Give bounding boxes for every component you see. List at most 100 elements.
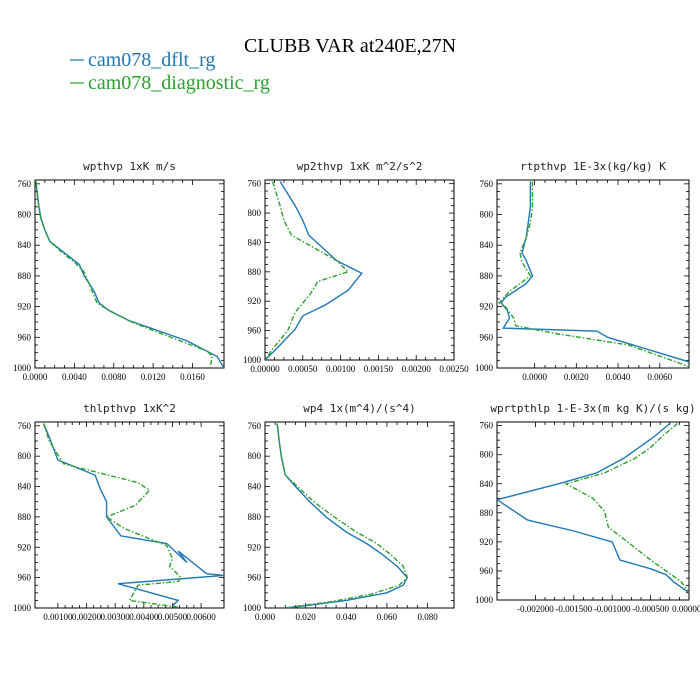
legend-label-dflt: cam078_dflt_rg [88,49,215,71]
y-tick-label: 800 [18,451,32,461]
x-tick-label: 0.00200 [402,364,432,374]
x-tick-label: 0.00000 [250,364,280,374]
x-tick-label: 0.0000 [23,372,48,382]
x-tick-label: -0.000500 [632,604,669,614]
panel-5: wprtpthlp 1-E-3x(m kg K)/(s kg) 760 800 840… [475,402,700,614]
y-tick-label: 1000 [13,603,32,613]
y-tick-label: 800 [18,210,32,220]
x-tick-label: -0.002000 [517,604,554,614]
x-tick-label: 0.00500 [158,612,188,622]
figure-title: CLUBB VAR at240E,27N [244,35,456,57]
panel-frame [264,421,455,609]
y-tick-label: 800 [480,450,494,460]
y-tick-label: 1000 [13,363,32,373]
panel-frame [496,179,690,369]
x-tick-label: -0.001000 [594,604,631,614]
x-tick-label: -0.001500 [555,604,592,614]
y-tick-label: 920 [18,542,32,552]
x-tick-label: 0.00100 [326,364,356,374]
x-tick-label: 0.020 [296,612,317,622]
y-tick-label: 1000 [243,603,262,613]
y-tick-label: 840 [18,240,32,250]
series-line-diagnostic [42,423,182,608]
x-tick-label: 0.0080 [101,372,126,382]
y-tick-label: 840 [18,482,32,492]
series-line-diagnostic [564,422,689,594]
x-tick-label: 0.00600 [186,612,216,622]
panel-title: wp2thvp 1xK m^2/s^2 [297,160,423,173]
series-line-diagnostic [35,181,213,368]
x-tick-label: 0.0040 [606,372,631,382]
panel-frame [34,179,225,369]
panel-1: wp2thvp 1xK m^2/s^2 760 800 840 880 920 960 100… [243,160,469,374]
y-tick-label: 920 [248,542,262,552]
y-tick-label: 760 [248,421,262,431]
panel-frame [34,421,225,609]
x-tick-label: 0.00300 [101,612,131,622]
x-tick-label: 0.0120 [141,372,166,382]
y-tick-label: 920 [248,296,262,306]
y-tick-label: 840 [248,237,262,247]
y-tick-label: 880 [248,512,262,522]
series-line-dflt [35,181,224,368]
series-line-diagnostic [265,181,350,360]
y-tick-label: 840 [248,482,262,492]
y-tick-label: 800 [248,451,262,461]
y-tick-label: 760 [248,179,262,189]
x-tick-label: 0.0060 [647,372,672,382]
series-line-dflt [500,181,689,363]
x-tick-label: 0.000 [255,612,276,622]
y-tick-label: 880 [248,267,262,277]
panel-frame [496,421,690,601]
series-line-diagnostic [276,423,409,608]
y-tick-label: 800 [248,208,262,218]
panel-title: wpthvp 1xK m/s [83,160,176,173]
y-tick-label: 960 [480,332,494,342]
y-tick-label: 960 [18,332,32,342]
series-line-dflt [497,422,689,594]
panel-3: thlpthvp 1xK^2 760 800 840 880 920 960 1000 0.00… [13,402,225,622]
panels: wpthvp 1xK m/s76080084088092096010000.00… [13,160,700,622]
series-line-dflt [276,423,409,608]
series-line-dflt [42,423,224,607]
x-tick-label: 0.00250 [439,364,469,374]
x-tick-label: 0.0020 [564,372,589,382]
x-tick-label: 0.0160 [180,372,205,382]
y-tick-label: 960 [248,326,262,336]
y-tick-label: 1000 [475,595,494,605]
y-tick-label: 880 [18,512,32,522]
y-tick-label: 920 [480,302,494,312]
panel-title: wprtpthlp 1-E-3x(m kg K)/(s kg) [490,402,695,415]
y-tick-label: 1000 [475,363,494,373]
x-tick-label: 0.0000 [522,372,547,382]
panel-4: wp4 1x(m^4)/(s^4)76080084088092096010000… [243,402,455,622]
x-tick-label: 0.00100 [43,612,73,622]
panel-title: rtpthvp 1E-3x(kg/kg) K [520,160,666,173]
y-tick-label: 880 [480,508,494,518]
y-tick-label: 960 [18,573,32,583]
y-tick-label: 960 [480,566,494,576]
legend-label-diagnostic: cam078_diagnostic_rg [88,72,270,94]
y-tick-label: 760 [18,179,32,189]
x-tick-label: 0.00150 [364,364,394,374]
panel-0: wpthvp 1xK m/s76080084088092096010000.00… [13,160,225,382]
legend: cam078_dflt_rg cam078_diagnostic_rg [70,49,270,94]
y-tick-label: 760 [18,421,32,431]
panel-title: wp4 1x(m^4)/(s^4) [303,402,416,415]
y-tick-label: 920 [480,537,494,547]
x-tick-label: 0.080 [417,612,438,622]
x-tick-label: 0.00200 [72,612,102,622]
x-tick-label: 0.040 [336,612,357,622]
panel-title: thlpthvp 1xK^2 [83,402,176,415]
x-tick-label: 0.060 [377,612,398,622]
y-tick-label: 880 [18,271,32,281]
y-tick-label: 840 [480,240,494,250]
y-tick-label: 760 [480,179,494,189]
series-line-dflt [265,181,363,360]
y-tick-label: 800 [480,210,494,220]
x-tick-label: 0.00400 [129,612,159,622]
y-tick-label: 880 [480,271,494,281]
series-line-diagnostic [498,181,689,368]
